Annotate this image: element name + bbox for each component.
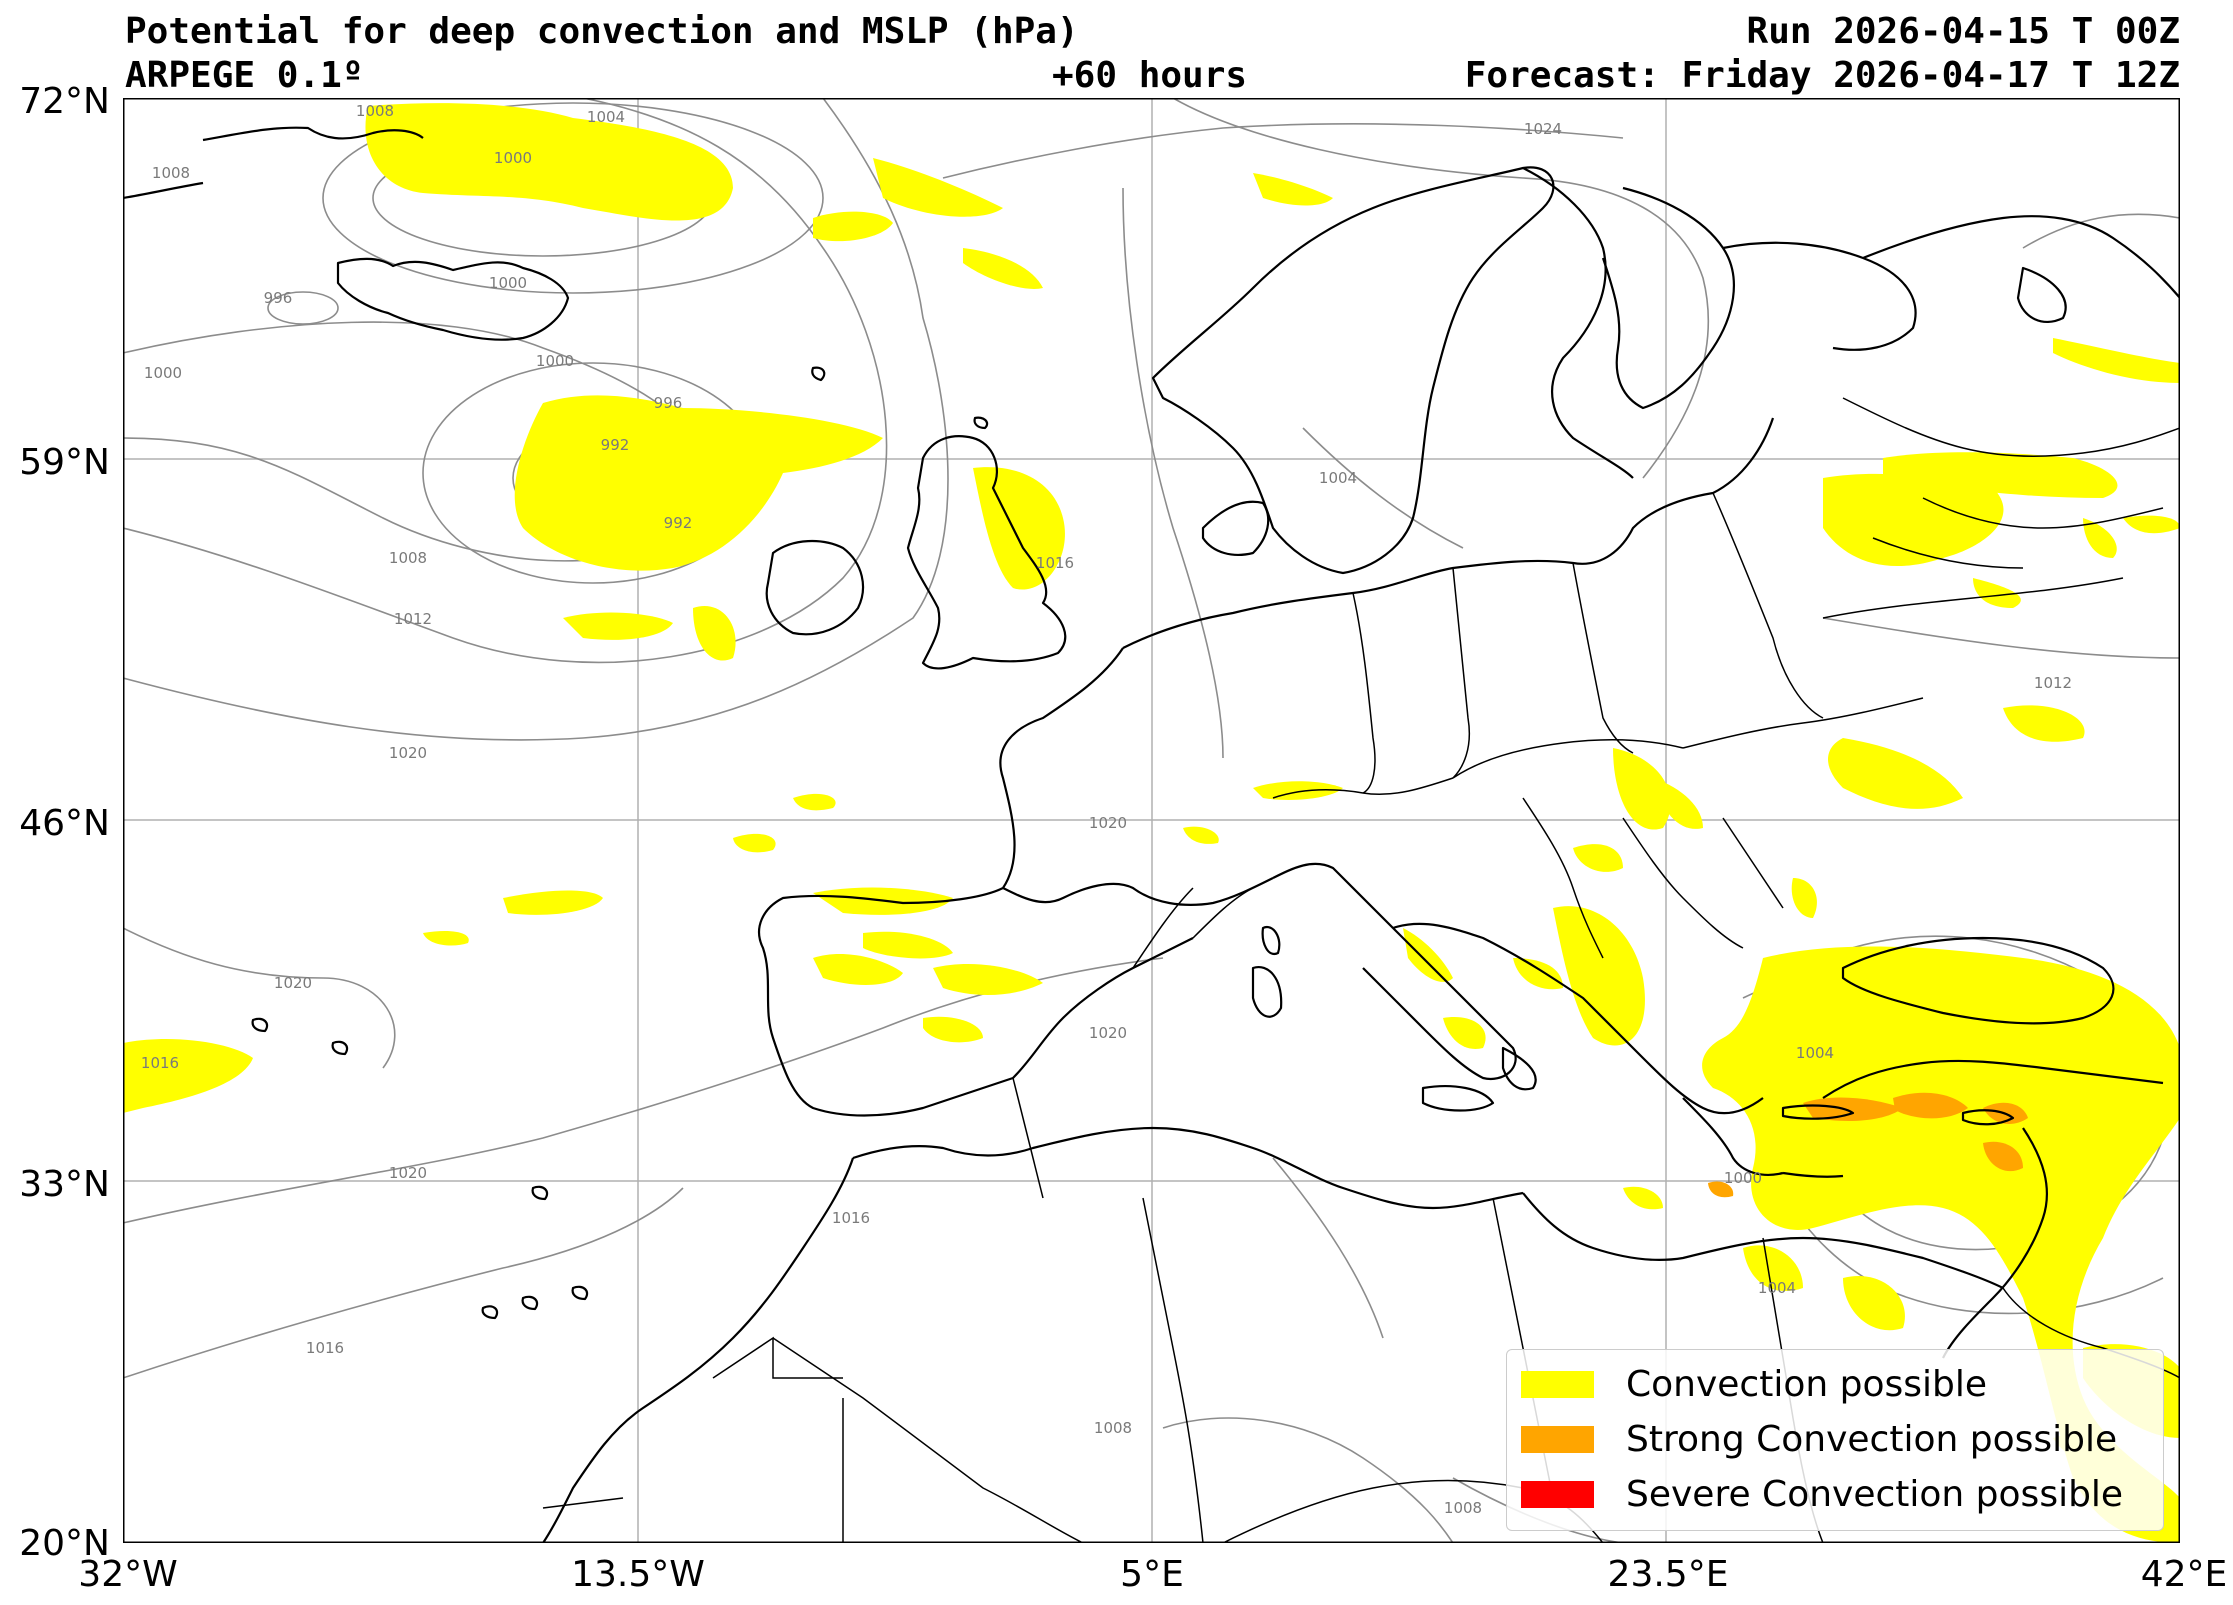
legend-item-severe-convection: Severe Convection possible [1521,1472,2123,1516]
legend-item-convection: Convection possible [1521,1362,1987,1406]
isobar-labels: 1008 1004 1000 1008 996 1000 1000 1000 9… [141,102,2072,1517]
lat-tick-20n: 20°N [19,1523,110,1564]
isobar-label: 1008 [1444,1499,1482,1517]
lon-tick-13-5w: 13.5°W [571,1554,705,1595]
lat-tick-46n: 46°N [19,803,110,844]
run-label: Run 2026-04-15 T 00Z [1746,11,2180,52]
isobar-label: 996 [264,289,293,307]
isobar-label: 1020 [1089,814,1127,832]
isobar-label: 1000 [536,352,574,370]
lon-tick-42e: 42°E [2140,1554,2228,1595]
map-title: Potential for deep convection and MSLP (… [125,11,1079,52]
isobar-label: 1020 [389,1164,427,1182]
isobar-label: 1000 [489,274,527,292]
map-frame [123,98,2180,1543]
isobar-label: 1004 [1758,1279,1796,1297]
isobar-label: 1016 [1036,554,1074,572]
isobar-label: 1008 [1094,1419,1132,1437]
legend-swatch-yellow [1521,1370,1594,1398]
isobar-label: 1016 [306,1339,344,1357]
isobar-label: 1020 [274,974,312,992]
legend-label-severe-convection: Severe Convection possible [1626,1473,2124,1515]
strong-convection-areas [1708,1092,2028,1198]
isobar-label: 1012 [394,610,432,628]
legend: Convection possible Strong Convection po… [1506,1349,2164,1531]
legend-label-convection: Convection possible [1626,1363,1988,1405]
isobar-label: 1000 [494,149,532,167]
isobar-label: 1000 [1724,1169,1762,1187]
isobar-label: 1020 [1089,1024,1127,1042]
isobar-label: 1016 [141,1054,179,1072]
lat-tick-72n: 72°N [19,81,110,122]
isobar-label: 1004 [1319,469,1357,487]
isobar-label: 1008 [389,549,427,567]
isobar-label: 996 [654,394,683,412]
lead-time-label: +60 hours [1052,55,1248,96]
model-label: ARPEGE 0.1º [125,55,364,96]
lon-tick-32w: 32°W [78,1554,178,1595]
lon-tick-23-5e: 23.5°E [1607,1554,1729,1595]
isobar-label: 1008 [152,164,190,182]
legend-swatch-red [1521,1480,1594,1508]
legend-label-strong-convection: Strong Convection possible [1626,1418,2118,1460]
lon-tick-5e: 5°E [1120,1554,1184,1595]
lat-tick-59n: 59°N [19,442,110,483]
isobar-label: 1016 [832,1209,870,1227]
isobar-label: 1008 [356,102,394,120]
isobar-label: 1012 [2034,674,2072,692]
legend-swatch-orange [1521,1425,1594,1453]
isobar-label: 992 [664,514,693,532]
legend-item-strong-convection: Strong Convection possible [1521,1417,2117,1461]
isobar-label: 1024 [1524,120,1562,138]
forecast-label: Forecast: Friday 2026-04-17 T 12Z [1464,55,2180,96]
lat-tick-33n: 33°N [19,1164,110,1205]
isobar-label: 1004 [587,108,625,126]
forecast-map: 1008 1004 1000 1008 996 1000 1000 1000 9… [123,98,2180,1543]
coastlines-and-borders [123,126,2180,1543]
isobar-label: 1000 [144,364,182,382]
isobar-label: 1004 [1796,1044,1834,1062]
isobar-label: 992 [601,436,630,454]
isobar-label: 1020 [389,744,427,762]
